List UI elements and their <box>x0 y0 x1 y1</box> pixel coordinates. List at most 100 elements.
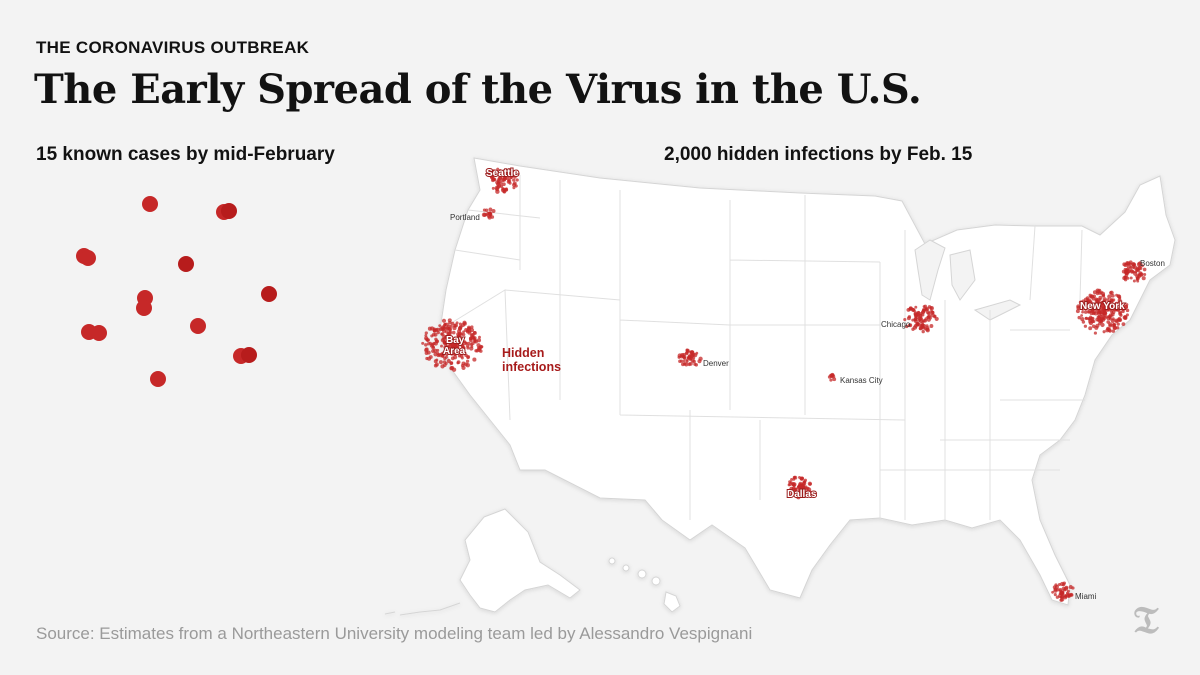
infection-dot-denver <box>691 356 696 360</box>
infection-dot-dallas <box>792 478 796 481</box>
infection-dot-chicago <box>925 324 929 328</box>
infection-dot-bay-area <box>465 359 470 363</box>
infection-dot-new-york <box>1078 300 1083 305</box>
infection-dot-portland <box>488 207 493 212</box>
known-case-dot <box>142 196 158 212</box>
infection-dot-bay-area <box>467 325 471 330</box>
infection-dot-boston <box>1141 276 1146 281</box>
infection-dot-miami <box>1055 584 1059 589</box>
infection-dot-denver <box>697 359 702 364</box>
infection-dot-chicago <box>920 324 925 329</box>
infection-dot-bay-area <box>441 318 447 323</box>
infection-dot-boston <box>1131 262 1136 267</box>
infection-dot-new-york <box>1080 316 1085 322</box>
infection-dot-dallas <box>801 482 806 486</box>
infection-dot-bay-area <box>464 353 468 358</box>
infection-dot-seattle <box>491 186 495 190</box>
infection-dot-miami <box>1053 588 1058 593</box>
infection-dot-denver <box>693 353 698 358</box>
us-map <box>384 157 1176 616</box>
infection-dot-boston <box>1124 270 1129 275</box>
infection-dot-new-york <box>1108 306 1113 311</box>
infection-dot-seattle <box>504 188 509 192</box>
infection-dot-boston <box>1136 262 1142 267</box>
infection-dot-bay-area <box>455 338 459 343</box>
infection-dot-new-york <box>1099 309 1105 315</box>
label-chicago: Chicago <box>881 320 911 329</box>
infection-dot-chicago <box>907 315 912 319</box>
infection-dot-bay-area <box>466 346 470 350</box>
infection-dot-bay-area <box>472 331 477 335</box>
infection-dot-bay-area <box>472 357 477 362</box>
infection-dot-dallas <box>791 487 796 492</box>
infection-dot-bay-area <box>439 352 443 356</box>
infection-dot-bay-area <box>438 324 442 327</box>
infection-dot-boston <box>1135 267 1140 271</box>
infection-dot-seattle <box>502 182 506 187</box>
infection-dot-new-york <box>1116 308 1120 312</box>
infection-dot-seattle <box>502 187 506 192</box>
infection-dot-bay-area <box>460 344 465 348</box>
infection-dot-bay-area <box>424 334 428 337</box>
source-note: Source: Estimates from a Northeastern Un… <box>36 624 753 643</box>
infection-dot-new-york <box>1108 323 1113 328</box>
infection-dot-bay-area <box>424 331 428 335</box>
infection-dot-denver <box>685 351 689 355</box>
infection-dot-new-york <box>1118 318 1123 322</box>
infection-dot-miami <box>1060 590 1065 594</box>
infection-dot-new-york <box>1093 311 1098 316</box>
infection-dot-new-york <box>1088 300 1093 305</box>
nyt-logo-icon: 𝔗 <box>1133 597 1159 642</box>
infection-dot-new-york <box>1121 309 1125 314</box>
infection-dot-bay-area <box>458 325 463 329</box>
infection-dot-seattle <box>491 176 495 181</box>
infection-dot-bay-area <box>450 345 455 350</box>
infection-dot-bay-area <box>429 326 435 331</box>
infection-dot-bay-area <box>431 349 435 354</box>
infection-dot-boston <box>1142 267 1147 272</box>
infection-dot-dallas <box>805 490 810 495</box>
infection-dot-chicago <box>923 318 927 323</box>
infection-dot-new-york <box>1098 288 1102 292</box>
infection-dot-chicago <box>934 316 939 321</box>
infection-dot-new-york <box>1115 293 1119 297</box>
infection-dot-new-york <box>1081 307 1085 311</box>
infection-dot-miami <box>1060 581 1065 587</box>
infection-dot-boston <box>1125 262 1129 266</box>
label-boston: Boston <box>1140 259 1165 268</box>
infection-dot-new-york <box>1081 320 1086 324</box>
infection-dot-seattle <box>512 186 516 190</box>
infection-dot-new-york <box>1077 315 1081 320</box>
infection-dot-bay-area <box>428 341 432 345</box>
infection-dot-chicago <box>913 319 918 324</box>
label-kansas-city: Kansas City <box>840 376 883 385</box>
infection-dot-new-york <box>1100 322 1105 328</box>
infection-dot-bay-area <box>437 352 441 357</box>
headline: The Early Spread of the Virus in the U.S… <box>34 66 922 113</box>
infection-dot-seattle <box>502 177 507 182</box>
infection-dot-dallas <box>798 489 803 494</box>
infection-dot-denver <box>685 348 689 352</box>
infection-dot-new-york <box>1118 296 1122 300</box>
infection-dot-new-york <box>1105 303 1109 306</box>
infection-dot-chicago <box>905 324 909 329</box>
infection-dot-bay-area <box>464 328 469 332</box>
infection-dot-boston <box>1123 278 1128 282</box>
infection-dot-bay-area <box>433 341 438 346</box>
infection-dot-new-york <box>1111 298 1116 302</box>
label-bay-area-line2: Area <box>443 346 466 357</box>
infection-dot-denver <box>682 359 686 363</box>
infection-dot-new-york <box>1092 290 1097 295</box>
infection-dot-new-york <box>1117 298 1122 303</box>
infection-dot-bay-area <box>431 332 436 337</box>
infection-dot-miami <box>1057 593 1063 599</box>
infection-dot-boston <box>1132 279 1136 283</box>
infection-dot-bay-area <box>442 334 447 339</box>
infection-dot-bay-area <box>470 335 475 340</box>
infection-dot-new-york <box>1119 313 1123 317</box>
infection-dot-boston <box>1135 278 1139 281</box>
infection-dot-chicago <box>926 317 931 322</box>
infection-dot-bay-area <box>421 341 425 345</box>
infection-dot-bay-area <box>463 341 467 346</box>
infection-dot-bay-area <box>462 320 467 325</box>
